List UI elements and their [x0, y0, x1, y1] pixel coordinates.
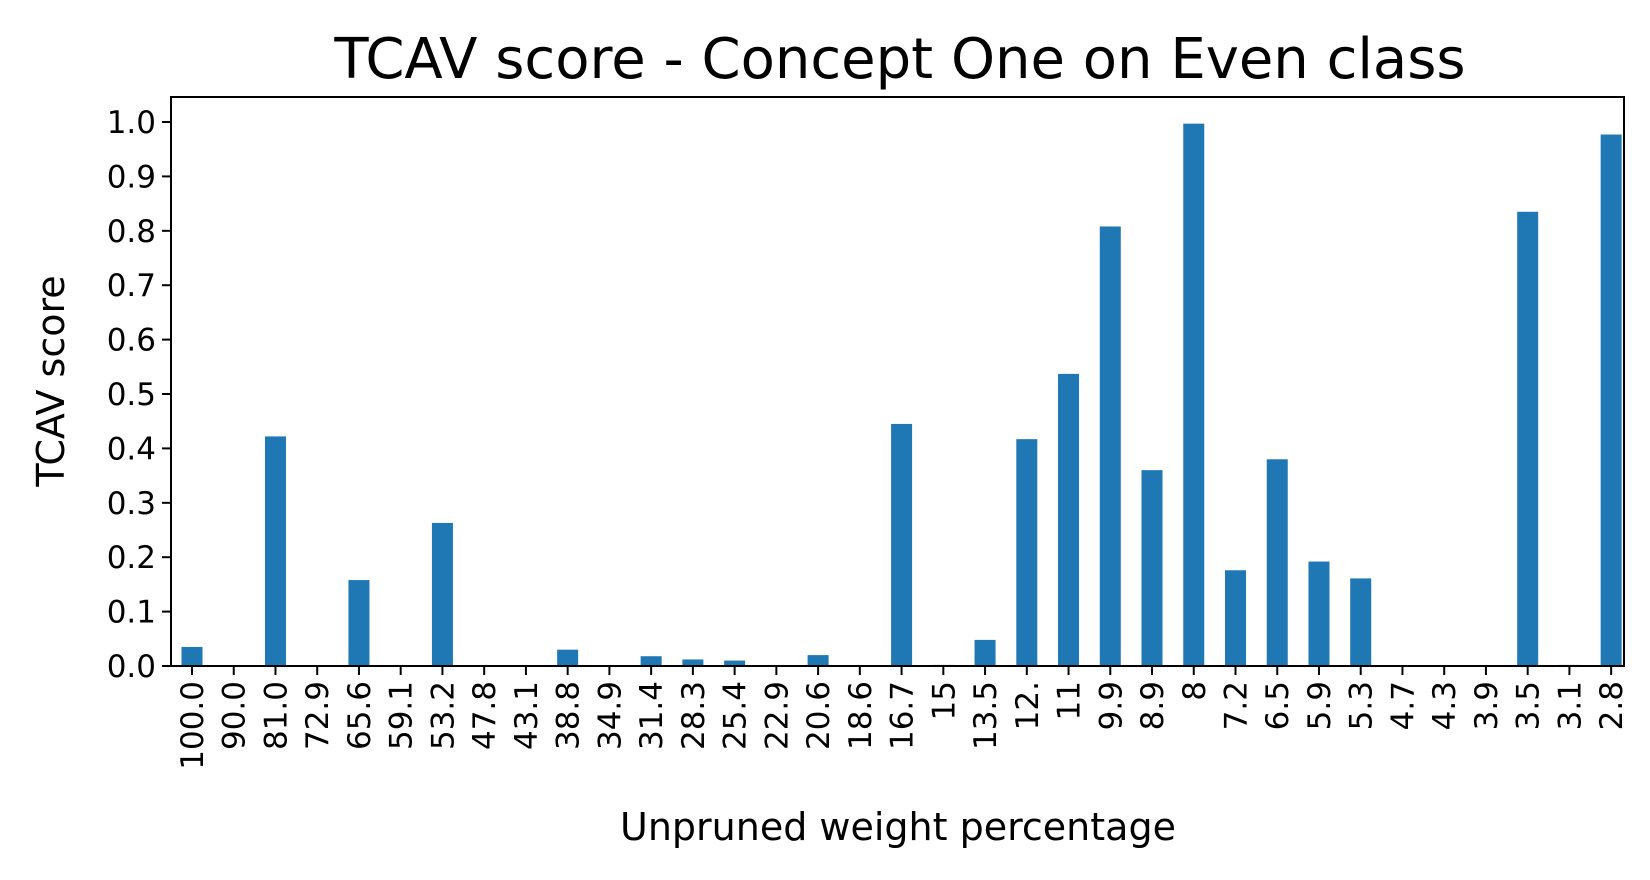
y-axis-label: TCAV score — [29, 275, 73, 487]
x-tick-label: 90.0 — [217, 681, 253, 750]
x-tick-label: 9.9 — [1093, 681, 1129, 730]
x-tick-label: 8 — [1177, 681, 1213, 701]
bar-8 — [1183, 123, 1205, 666]
x-tick-label: 3.1 — [1552, 681, 1588, 730]
x-tick-label: 100.0 — [175, 681, 211, 770]
x-tick-label: 20.6 — [801, 681, 837, 750]
y-axis: 0.0 0.1 0.2 0.3 0.4 0.5 0.6 0.7 0.8 0.9 1.0 — [107, 105, 171, 685]
bar-13.5 — [974, 639, 996, 666]
x-tick-label: 13.5 — [968, 681, 1004, 750]
y-tick-label: 0.4 — [107, 431, 156, 467]
bar-31.4 — [640, 656, 662, 666]
bar-28.3 — [682, 659, 704, 666]
x-tick-label: 11 — [1052, 681, 1088, 720]
x-tick-label: 15 — [926, 681, 962, 720]
bar-5.9 — [1308, 561, 1330, 666]
y-tick-label: 0.9 — [107, 159, 156, 195]
bar-16.7 — [891, 423, 913, 666]
bar-6.5 — [1266, 459, 1288, 666]
x-tick-label: 4.7 — [1385, 681, 1421, 730]
x-axis-label: Unpruned weight percentage — [620, 805, 1176, 849]
bar-5.3 — [1350, 578, 1372, 666]
x-tick-label: 38.8 — [551, 681, 587, 750]
x-tick-label: 7.2 — [1219, 681, 1255, 730]
x-tick-label: 28.3 — [676, 681, 712, 750]
y-tick-label: 0.7 — [107, 268, 156, 304]
x-tick-label: 31.4 — [634, 681, 670, 750]
x-tick-label: 5.9 — [1302, 681, 1338, 730]
x-tick-label: 65.6 — [342, 681, 378, 750]
bar-38.8 — [557, 649, 579, 666]
y-tick-label: 0.3 — [107, 486, 156, 522]
plot-area — [181, 123, 1622, 666]
y-tick-label: 0.8 — [107, 214, 156, 250]
bar-11 — [1058, 373, 1080, 666]
bar-2.8 — [1600, 134, 1622, 666]
bar-12. — [1016, 439, 1038, 666]
plot-frame — [170, 96, 1625, 667]
x-tick-label: 59.1 — [384, 681, 420, 750]
x-axis: 100.0 90.0 81.0 72.9 65.6 59.1 53.2 47.8 43.1 38.… — [175, 666, 1630, 770]
y-tick-label: 0.2 — [107, 540, 156, 576]
x-tick-label: 6.5 — [1260, 681, 1296, 730]
x-tick-label: 25.4 — [718, 681, 754, 750]
x-tick-label: 72.9 — [300, 681, 336, 750]
x-tick-label: 3.9 — [1469, 681, 1505, 730]
y-tick-label: 1.0 — [107, 105, 156, 141]
x-tick-label: 47.8 — [467, 681, 503, 750]
x-tick-label: 34.9 — [592, 681, 628, 750]
x-tick-label: 18.6 — [843, 681, 879, 750]
y-tick-label: 0.6 — [107, 323, 156, 359]
x-tick-label: 16.7 — [885, 681, 921, 750]
bar-9.9 — [1099, 226, 1121, 666]
bar-25.4 — [724, 660, 746, 666]
bar-53.2 — [431, 522, 453, 666]
y-tick-label: 0.0 — [107, 649, 156, 685]
chart-title: TCAV score - Concept One on Even class — [333, 27, 1465, 92]
bar-7.2 — [1225, 570, 1246, 666]
x-tick-label: 12. — [1010, 681, 1046, 730]
x-tick-label: 2.8 — [1594, 681, 1630, 730]
bar-81.0 — [264, 436, 286, 666]
x-tick-label: 8.9 — [1135, 681, 1171, 730]
x-tick-label: 22.9 — [759, 681, 795, 750]
x-tick-label: 5.3 — [1344, 681, 1380, 730]
bar-20.6 — [807, 655, 829, 666]
x-tick-label: 4.3 — [1427, 681, 1463, 730]
bar-65.6 — [348, 580, 370, 666]
x-tick-label: 3.5 — [1511, 681, 1547, 730]
x-tick-label: 43.1 — [509, 681, 545, 750]
y-tick-label: 0.5 — [107, 377, 156, 413]
bar-100.0 — [181, 646, 203, 666]
x-tick-label: 81.0 — [258, 681, 294, 750]
y-tick-label: 0.1 — [107, 595, 156, 631]
bar-8.9 — [1141, 470, 1163, 666]
bar-3.5 — [1517, 211, 1539, 666]
x-tick-label: 53.2 — [425, 681, 461, 750]
